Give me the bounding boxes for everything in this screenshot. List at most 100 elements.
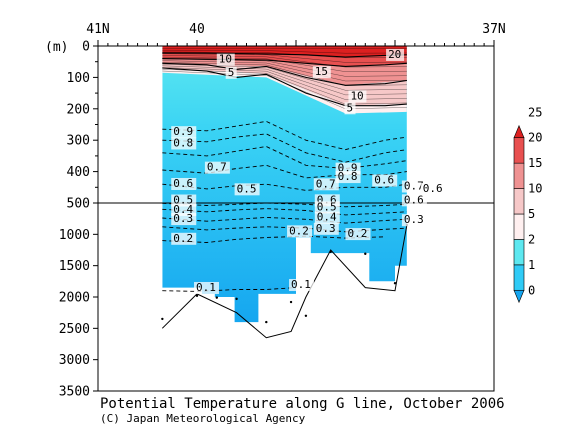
deep-contour-line xyxy=(162,287,297,292)
contour-label: 0.2 xyxy=(347,227,367,240)
contour-label-bg xyxy=(204,161,230,174)
fine-contour-line xyxy=(162,65,407,96)
contour-label: 0.1 xyxy=(291,278,311,291)
colorbar-level-label: 20 xyxy=(528,131,542,145)
deep-contour-line xyxy=(162,202,407,208)
contour-label-bg xyxy=(171,203,197,216)
y-tick-label: 3500 xyxy=(59,385,90,400)
contour-label: 5 xyxy=(346,101,353,114)
colorbar-bottom-tip xyxy=(513,289,525,304)
contour-label-bg xyxy=(287,225,313,238)
contour-label-bg xyxy=(171,213,197,226)
colorbar-level-label: 1 xyxy=(528,258,535,272)
fine-contour-line xyxy=(162,53,407,63)
contour-label-bg xyxy=(171,194,197,207)
contour-label: 0.7 xyxy=(404,179,424,192)
colorbar-level-label: 5 xyxy=(528,207,535,221)
contour-label-bg xyxy=(171,177,197,190)
station-marker xyxy=(329,250,332,254)
x-tick-label: 41N xyxy=(86,22,109,37)
contour-label: 0.9 xyxy=(173,125,193,138)
contour-label-bg xyxy=(289,279,315,292)
contour-label: 0.8 xyxy=(173,136,193,149)
y-tick-label: 1500 xyxy=(59,259,90,274)
colorbar-swatch xyxy=(513,162,525,189)
contour-label: 10 xyxy=(350,89,363,102)
contour-label: 0.2 xyxy=(173,232,193,245)
deep-contour-line xyxy=(162,146,407,169)
contour-label: 0.1 xyxy=(196,281,216,294)
deep-contour-line xyxy=(162,208,407,216)
deep-contour-line xyxy=(162,120,407,151)
fine-contour-line xyxy=(162,56,407,72)
contour-label-bg xyxy=(314,201,340,214)
contour-label: 0.4 xyxy=(317,211,337,224)
contour-label: 0.8 xyxy=(338,170,358,183)
station-marker xyxy=(304,314,308,317)
contour-label-bg xyxy=(234,183,260,196)
contour-label-bg xyxy=(344,102,356,115)
colorbar-swatch xyxy=(513,213,525,240)
deep-contour-line xyxy=(162,216,407,224)
y-tick-label: 300 xyxy=(67,134,90,149)
y-tick-label: 400 xyxy=(67,165,90,180)
y-tick-label: 200 xyxy=(67,102,90,117)
y-tick-label: 500 xyxy=(67,197,90,212)
contour-label: 0.6 xyxy=(374,174,394,187)
contour-label: 0.3 xyxy=(316,222,336,235)
deep-contour-line xyxy=(162,183,407,191)
colorbar-swatch xyxy=(513,264,525,291)
y-tick-label: 2000 xyxy=(59,291,90,306)
deep-contour-line xyxy=(162,226,407,233)
axes-frame: 0 100 200 300 400 500 1000 1500 2000 2500 3000 3500… xyxy=(59,22,506,400)
contour-label-bg xyxy=(420,183,446,196)
station-marker xyxy=(195,294,199,297)
colorbar-level-label: 0 xyxy=(528,283,535,297)
contour-label: 15 xyxy=(315,65,328,78)
deep-contour-line xyxy=(162,133,407,163)
colorbar-level-label: 15 xyxy=(528,156,542,170)
contour-label: 0.7 xyxy=(207,161,227,174)
contour-label: 5 xyxy=(228,66,235,79)
contour-label: 0.6 xyxy=(173,177,193,190)
y-tick-label: 100 xyxy=(67,71,90,86)
colorbar-swatch xyxy=(513,137,525,164)
colorbar-level-label: 2 xyxy=(528,232,535,246)
x-tick-label: 40 xyxy=(189,22,205,37)
contour-label-bg xyxy=(313,222,339,235)
contour-label: 0.5 xyxy=(173,194,193,207)
x-tick-label: 37N xyxy=(482,22,505,37)
y-tick-label: 0 xyxy=(82,40,90,55)
colorbar-top-tip xyxy=(513,124,525,139)
contour-label-bg xyxy=(194,281,220,294)
contour-label-bg xyxy=(171,232,197,245)
contour-line-5 xyxy=(162,67,407,107)
fine-contour-line xyxy=(162,60,407,82)
contour-label: 0.5 xyxy=(237,182,257,195)
contour-label-bg xyxy=(401,194,427,207)
contour-label: 0.5 xyxy=(317,200,337,213)
contour-label: 0.7 xyxy=(316,177,336,190)
contour-label: 20 xyxy=(388,48,401,61)
fine-contour-line xyxy=(162,55,407,68)
contour-line-10 xyxy=(162,62,407,86)
fine-contour-line xyxy=(162,58,407,77)
contour-label: 10 xyxy=(219,53,232,66)
contour-line-15 xyxy=(162,58,407,67)
contour-label-bg xyxy=(312,66,331,79)
contour-label-bg xyxy=(335,171,361,184)
contour-label-bg xyxy=(171,137,197,150)
station-marker xyxy=(215,296,218,299)
station-marker xyxy=(235,297,238,301)
contour-label-bg xyxy=(314,211,340,224)
fine-contour-line xyxy=(162,67,407,100)
chart-title: Potential Temperature along G line, Octo… xyxy=(100,396,505,412)
contour-label: 0.3 xyxy=(404,213,424,226)
chart-credit: (C) Japan Meteorological Agency xyxy=(100,412,306,425)
colorbar-level-label: 10 xyxy=(528,182,542,196)
contour-lines xyxy=(98,48,494,339)
contour-label-bg xyxy=(171,126,197,139)
